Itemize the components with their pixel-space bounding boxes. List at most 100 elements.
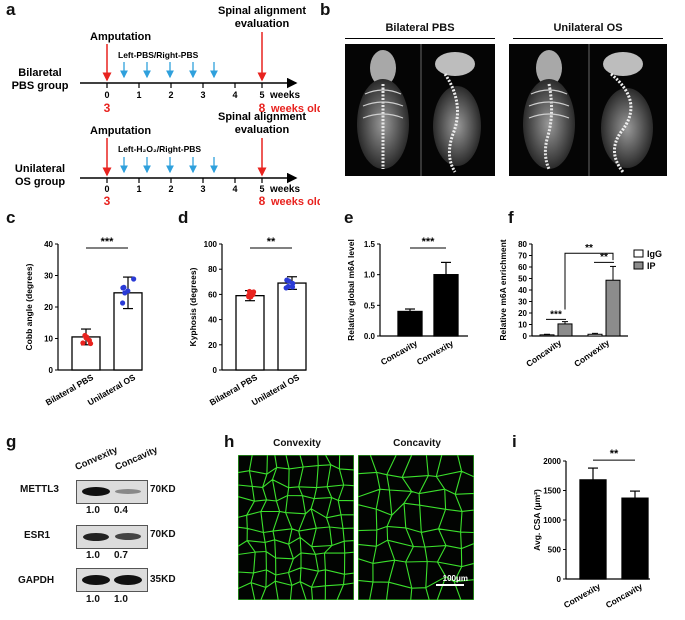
ytick-label-d-4: 80: [208, 265, 217, 274]
ylabel-f: Relative m6A enrichment: [498, 239, 508, 340]
panel-label-h: h: [224, 432, 235, 451]
ytick-label-f-0: 0: [523, 332, 528, 341]
panel-label-i: i: [512, 432, 517, 451]
weeks-label-1: weeks: [269, 90, 300, 101]
datapoint-d-1-5: [290, 280, 296, 287]
bar-i-0: [579, 479, 607, 580]
sig-label-c: ***: [101, 236, 115, 248]
blot-label-mettl3: METTL3: [20, 484, 59, 495]
blot-label-esr1: ESR1: [24, 530, 51, 541]
xtick-label-i-1: Concavity: [604, 581, 644, 610]
panel-label-g: g: [6, 432, 17, 451]
bar-f-IgG-0: [539, 334, 555, 337]
sig-label-d: **: [267, 236, 276, 248]
bar-d-1: [277, 282, 307, 371]
panel-label-c: c: [6, 208, 16, 227]
histology-concavity-label: Concavity: [393, 438, 441, 449]
blot-value-gapdh-2: 1.0: [114, 594, 128, 605]
start-age-1: 3: [104, 101, 111, 115]
ylabel-i: Avg. CSA (μm²): [532, 489, 542, 551]
ytick-label-f-5: 50: [518, 275, 527, 284]
spinal-eval-label-1b: evaluation: [235, 18, 290, 30]
bar-f-IP-1: [605, 279, 621, 337]
week-tick-5: 5: [259, 90, 264, 100]
spinal-eval-label-2a: Spinal alignment: [218, 111, 306, 123]
blot-value-esr1-1: 1.0: [86, 550, 100, 561]
week-tick-2: 2: [168, 90, 173, 100]
xtick-label-d-1: Unilateral OS: [250, 372, 302, 408]
ytick-label-f-8: 80: [518, 240, 527, 249]
ylabel-c: Cobb angle (degrees): [24, 263, 34, 350]
ytick-label-d-2: 40: [208, 316, 217, 325]
weeks-label-2: weeks: [269, 184, 300, 195]
ytick-label-i-0: 0: [557, 575, 562, 584]
week-tick-0b: 0: [104, 184, 109, 194]
fiber-boundaries: [238, 455, 354, 600]
blot-value-mettl3-2: 0.4: [114, 505, 128, 516]
ytick-label-f-4: 40: [518, 286, 527, 295]
histology-convexity-label: Convexity: [273, 438, 321, 449]
histology-convexity-image: [238, 455, 354, 600]
xray-group1-rule: [345, 38, 495, 39]
group1-label-line2: PBS group: [12, 80, 69, 92]
injection-arrows-1: [120, 62, 218, 79]
week-tick-3b: 3: [200, 184, 205, 194]
xtick-label-e-1: Convexity: [415, 338, 455, 367]
blot-value-gapdh-1: 1.0: [86, 594, 100, 605]
bar-e-1: [433, 274, 459, 337]
scale-bar: [436, 584, 464, 586]
week-tick-1: 1: [136, 90, 141, 100]
blot-membrane-esr1: [76, 525, 148, 549]
week-tick-3: 3: [200, 90, 205, 100]
blot-membrane-mettl3: [76, 480, 148, 504]
ytick-label-e-3: 1.5: [364, 240, 376, 249]
datapoint-c-1-4: [120, 300, 126, 306]
bar-f-IP-0: [557, 323, 573, 337]
sig-label-f-1: ***: [550, 310, 562, 321]
panel-label-f: f: [508, 208, 514, 227]
bar-f-IgG-1: [587, 333, 603, 337]
xtick-label-f-1: Convexity: [572, 337, 611, 369]
week-tick-1b: 1: [136, 184, 141, 194]
panel-label-a: a: [6, 0, 16, 19]
sig-label-f-2: **: [600, 252, 608, 263]
bar-e-0: [397, 310, 423, 337]
panel-label-d: d: [178, 208, 189, 227]
ytick-label-i-1: 500: [548, 546, 562, 555]
spinal-eval-label-1a: Spinal alignment: [218, 5, 306, 17]
ytick-label-e-0: 0.0: [364, 332, 376, 341]
ytick-label-e-2: 1.0: [364, 271, 376, 280]
week-tick-0: 0: [104, 90, 109, 100]
bar-i-1: [621, 497, 649, 580]
amputation-label-1: Amputation: [90, 31, 151, 43]
weeks-old-label-2: weeks old: [270, 196, 320, 205]
xray-group2-label: Unilateral OS: [553, 22, 623, 34]
ytick-label-f-6: 60: [518, 263, 527, 272]
xray-group2-rule: [513, 38, 663, 39]
legend-label-ip: IP: [647, 261, 656, 271]
datapoint-c-0-4: [82, 332, 88, 339]
ytick-label-d-3: 60: [208, 290, 217, 299]
datapoint-d-0-1: [246, 288, 253, 295]
amputation-label-2: Amputation: [90, 125, 151, 137]
scale-bar-label: 100μm: [442, 574, 468, 583]
ylabel-d: Kyphosis (degrees): [188, 267, 198, 346]
ytick-label-f-2: 20: [518, 309, 527, 318]
blot-marker-mettl3: 70KD: [150, 484, 176, 495]
ytick-label-c-4: 40: [44, 240, 53, 249]
datapoint-d-1-4: [286, 278, 292, 284]
ytick-label-d-1: 20: [208, 341, 217, 350]
blot-membrane-gapdh: [76, 568, 148, 592]
ytick-label-d-0: 0: [213, 366, 218, 375]
end-age-1: 8: [259, 101, 266, 115]
datapoint-c-0-5: [86, 337, 92, 343]
ytick-label-c-1: 10: [44, 335, 53, 344]
bar-d-0: [235, 295, 265, 371]
end-age-2: 8: [259, 194, 266, 205]
group2-label-line2: OS group: [15, 176, 65, 188]
xtick-label-e-0: Concavity: [379, 338, 419, 367]
xray-unilateral-os: [509, 44, 667, 176]
ytick-label-c-0: 0: [49, 366, 54, 375]
datapoint-d-0-4: [246, 294, 252, 300]
